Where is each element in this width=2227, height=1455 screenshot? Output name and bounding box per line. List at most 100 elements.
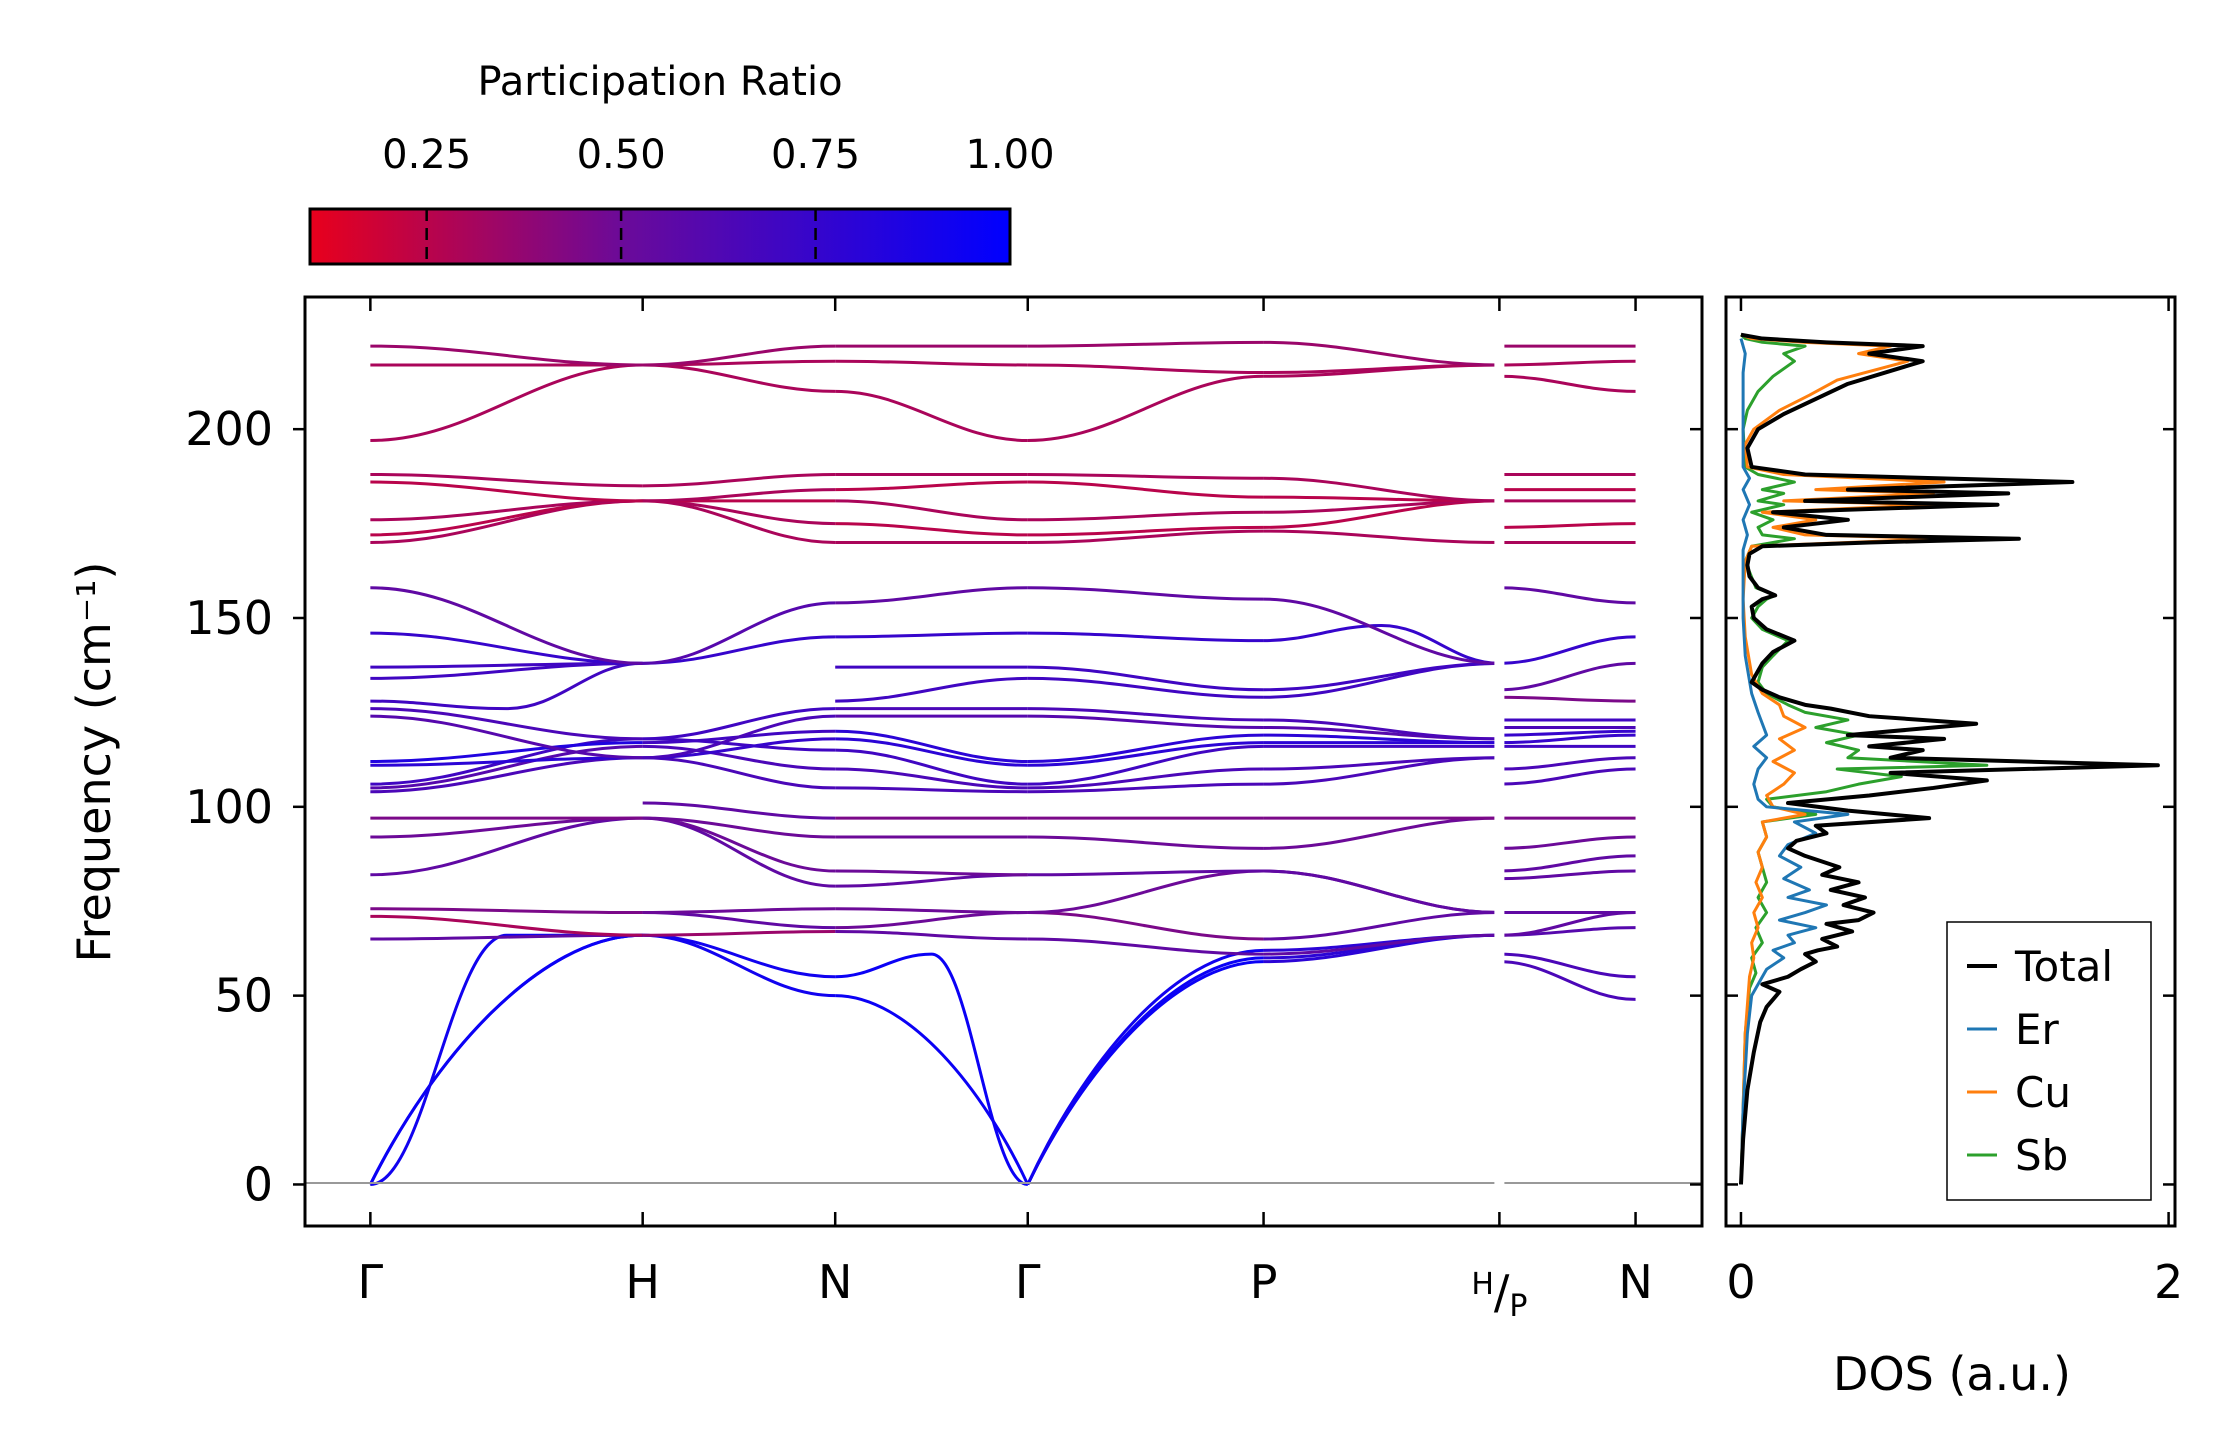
dos-y-ticks <box>1726 427 2175 1186</box>
kpoint-label: H <box>625 1255 660 1309</box>
band-y-axis-title: Frequency (cm⁻¹) <box>67 562 121 963</box>
band-line <box>1263 624 1500 665</box>
band-line <box>835 907 1028 915</box>
band-line <box>370 933 643 941</box>
kpoint-label: P <box>1250 1255 1278 1309</box>
band-line <box>835 389 1028 443</box>
colorbar-tick-label: 0.75 <box>771 132 860 178</box>
legend-item-sb: Sb <box>1967 1131 2068 1180</box>
band-line <box>1263 733 1500 745</box>
y-tick-label: 200 <box>185 402 273 456</box>
band-line <box>1263 933 1500 956</box>
band-line <box>835 911 1028 930</box>
band-line <box>1263 661 1500 692</box>
band-line <box>1027 340 1264 348</box>
band-line <box>1027 741 1264 767</box>
band-line <box>642 344 836 367</box>
band-line <box>835 994 1030 1186</box>
legend-label: Total <box>2014 942 2113 991</box>
band-line <box>1027 510 1264 522</box>
band-line <box>1027 869 1264 877</box>
band-line <box>642 929 836 937</box>
band-line <box>835 480 1028 492</box>
band-line <box>835 676 1028 703</box>
band-line <box>370 914 643 937</box>
band-line <box>1499 854 1636 873</box>
legend-label: Sb <box>2015 1131 2068 1180</box>
band-line <box>1499 729 1636 737</box>
band-segment-Γ-H <box>369 344 643 1186</box>
band-segment-N-Γ <box>835 344 1030 1186</box>
band-line <box>1499 522 1636 529</box>
band-line <box>369 933 643 1186</box>
band-line <box>1263 476 1500 503</box>
band-line <box>1499 695 1636 703</box>
dos-series-er <box>1739 338 1850 1185</box>
band-line <box>370 363 643 443</box>
band-y-ticks: 0 50 100 150 200 <box>185 402 1702 1211</box>
band-line <box>370 472 643 488</box>
band-x-ticks: Γ H N Γ P H/P N <box>358 297 1653 1324</box>
band-line <box>642 933 836 998</box>
y-tick-label: 150 <box>185 591 273 645</box>
band-line <box>1027 525 1264 537</box>
legend-item-total: Total <box>1967 942 2113 991</box>
band-line <box>1499 359 1636 367</box>
band-line <box>835 737 1028 767</box>
band-line <box>835 729 1028 763</box>
band-line <box>370 741 643 763</box>
band-line <box>835 631 1028 639</box>
colorbar-tick-label: 0.25 <box>382 132 471 178</box>
band-line <box>1027 665 1264 692</box>
legend-item-er: Er <box>1967 1005 2060 1054</box>
colorbar-tick-label: 0.50 <box>577 132 666 178</box>
colorbar-tick-labels: 0.25 0.50 0.75 1.00 <box>382 132 1054 178</box>
band-line <box>1499 960 1636 1001</box>
band-line <box>642 707 836 741</box>
band-line <box>835 767 1028 790</box>
band-line <box>1263 529 1500 544</box>
band-line <box>370 707 643 741</box>
band-segment-P-H <box>1263 340 1500 964</box>
band-line <box>370 499 643 544</box>
band-line <box>1499 869 1636 881</box>
band-segment-H-N <box>642 344 836 998</box>
band-line <box>370 756 643 767</box>
colorbar-ticks <box>425 209 817 264</box>
dos-x-tick-label: 0 <box>1726 1255 1755 1309</box>
band-line <box>1027 714 1264 730</box>
band-line <box>1499 374 1636 393</box>
y-tick-label: 100 <box>185 780 273 834</box>
band-line <box>835 586 1028 605</box>
band-line <box>642 907 836 915</box>
colorbar-gradient <box>308 207 1012 266</box>
band-line <box>642 816 836 839</box>
band-line <box>1499 635 1636 665</box>
band-line <box>835 522 1028 537</box>
legend-item-cu: Cu <box>1967 1068 2071 1117</box>
band-line <box>1027 911 1264 941</box>
band-line <box>642 756 836 790</box>
band-line <box>1263 869 1500 915</box>
y-tick-label: 50 <box>214 969 273 1023</box>
band-line <box>370 344 643 367</box>
dos-x-axis-title: DOS (a.u.) <box>1833 1347 2071 1401</box>
dos-axes-frame <box>1724 295 2177 1228</box>
dos-series-total <box>1738 332 2160 1185</box>
band-line <box>1026 956 1264 1186</box>
band-line <box>1027 744 1264 786</box>
band-line <box>1027 767 1264 790</box>
band-line <box>1027 869 1264 915</box>
band-line <box>1026 948 1264 1186</box>
band-line <box>1027 374 1264 443</box>
kpoint-label: H/P <box>1471 1265 1527 1324</box>
band-line <box>1027 937 1264 956</box>
band-line <box>835 359 1028 367</box>
band-line <box>1263 816 1500 850</box>
band-line <box>370 661 643 669</box>
y-tick-label: 0 <box>244 1157 273 1211</box>
band-line <box>1027 363 1264 375</box>
band-line <box>1499 835 1636 850</box>
band-line <box>370 631 643 665</box>
